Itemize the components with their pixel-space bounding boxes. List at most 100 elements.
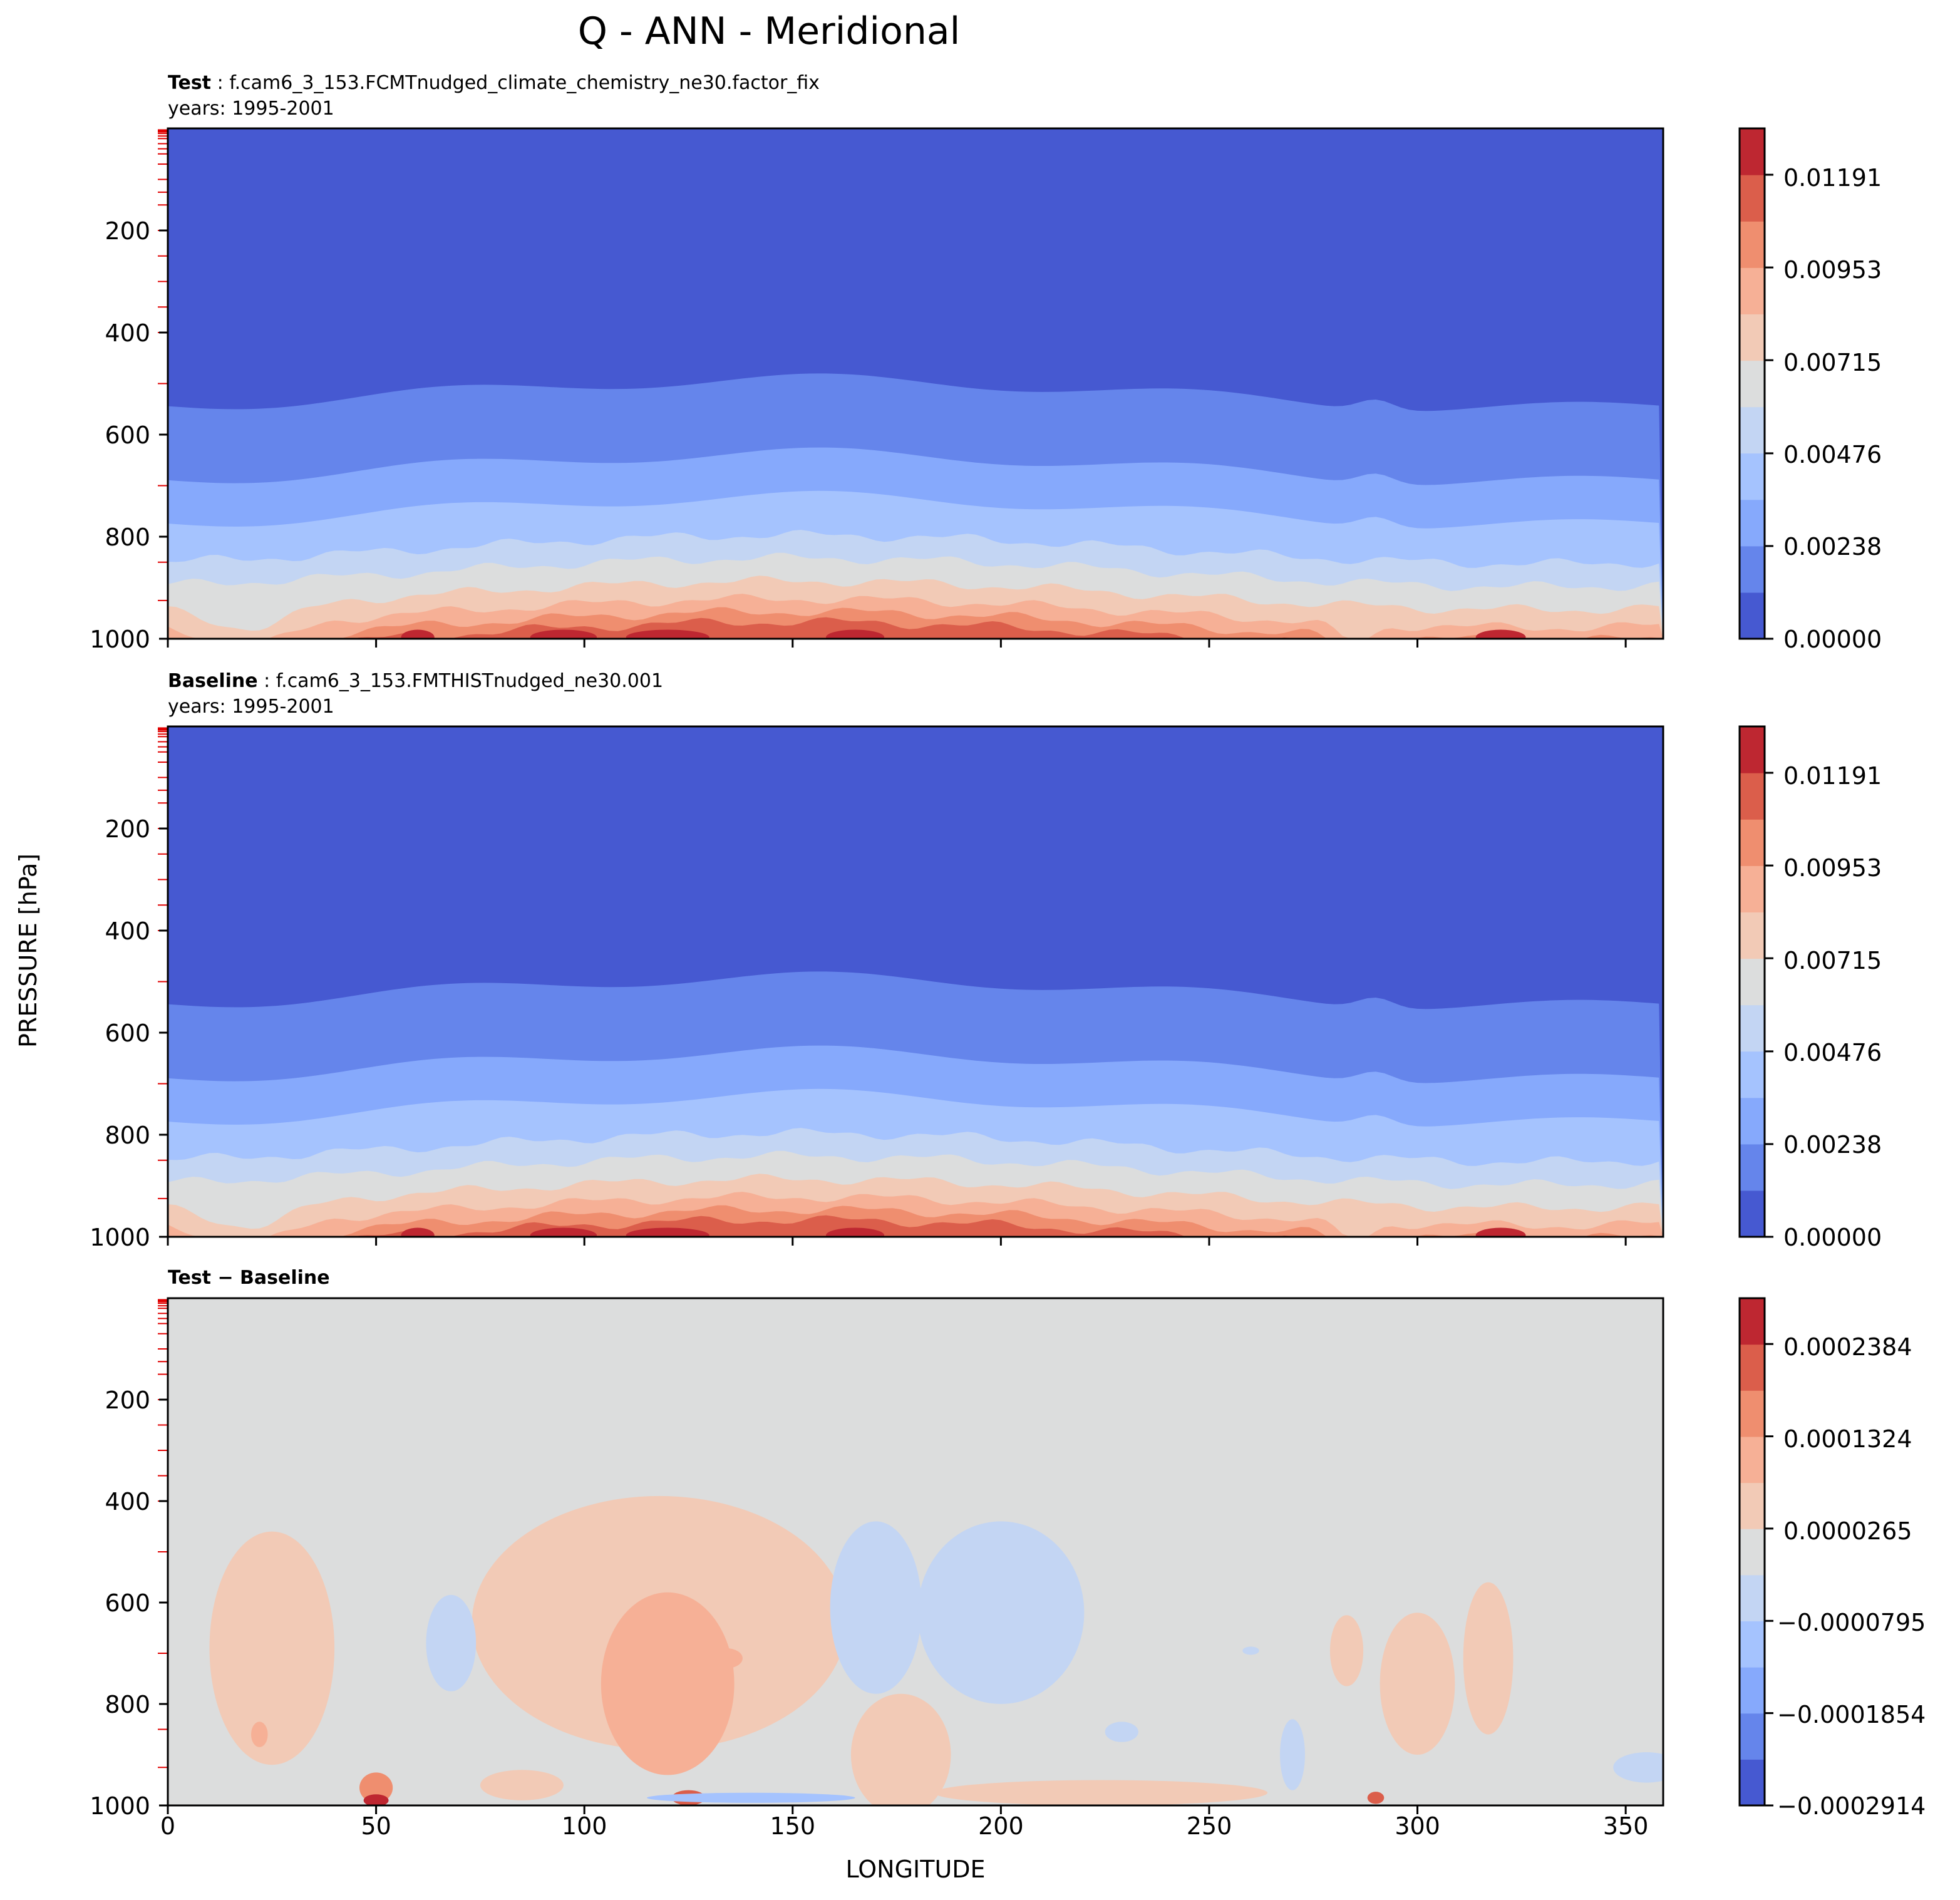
panel-baseline: Baseline : f.cam6_3_153.FMTHISTnudged_ne… bbox=[90, 670, 1882, 1251]
difference-colorbar-tick-label: 0.0000265 bbox=[1783, 1517, 1912, 1545]
x-tick-label: 100 bbox=[562, 1812, 607, 1840]
x-tick-label: 350 bbox=[1603, 1812, 1649, 1840]
colorbar-frame bbox=[1738, 1297, 1766, 1807]
baseline-y-tick-label: 200 bbox=[105, 815, 150, 843]
x-tick-label: 250 bbox=[1187, 1812, 1232, 1840]
colorbar-segment bbox=[1740, 1144, 1765, 1191]
anomaly-region-1 bbox=[251, 1722, 268, 1747]
contour-maximum-0 bbox=[530, 1227, 597, 1237]
test-colorbar-tick-label: 0.01191 bbox=[1783, 164, 1882, 192]
test-y-tick-label: 200 bbox=[105, 217, 150, 245]
baseline-colorbar-tick-label: 0.01191 bbox=[1783, 762, 1882, 790]
anomaly-region-21 bbox=[1367, 1792, 1385, 1804]
colorbar-segment bbox=[1740, 221, 1765, 268]
contour-maximum-2 bbox=[826, 629, 885, 639]
anomaly-region-7 bbox=[830, 1521, 922, 1694]
anomaly-region-9 bbox=[1242, 1646, 1259, 1655]
colorbar-segment bbox=[1740, 545, 1765, 593]
baseline-colorbar-tick-label: 0.00000 bbox=[1783, 1224, 1882, 1251]
test-y-ticks: 200 400 600 800 1000 bbox=[90, 217, 168, 653]
contour-maximum-3 bbox=[1475, 629, 1526, 639]
anomaly-region-3 bbox=[601, 1592, 735, 1775]
anomaly-region-12 bbox=[1380, 1613, 1455, 1755]
difference-colorbar-tick-label: 0.0001324 bbox=[1783, 1425, 1912, 1453]
figure-title: Q - ANN - Meridional bbox=[578, 9, 961, 53]
colorbar-segment bbox=[1740, 360, 1765, 408]
panel-test: Test : f.cam6_3_153.FCMTnudged_climate_c… bbox=[90, 72, 1882, 653]
anomaly-region-10 bbox=[1105, 1722, 1138, 1742]
colorbar-segment bbox=[1740, 499, 1765, 547]
test-colorbar-tick-label: 0.00476 bbox=[1783, 441, 1882, 468]
colorbar-segment bbox=[1740, 1051, 1765, 1098]
colorbar-segment bbox=[1740, 1621, 1765, 1668]
test-colorbar-tick-label: 0.00953 bbox=[1783, 256, 1882, 284]
colorbar-segment bbox=[1740, 773, 1765, 820]
test-years: years: 1995-2001 bbox=[168, 98, 334, 120]
baseline-y-tick-label: 400 bbox=[105, 917, 150, 945]
colorbar-segment bbox=[1740, 175, 1765, 222]
test-y-tick-label: 600 bbox=[105, 421, 150, 449]
x-tick-label: 200 bbox=[978, 1812, 1024, 1840]
baseline-contour-area bbox=[168, 726, 1663, 1237]
colorbar-segment bbox=[1740, 267, 1765, 314]
difference-colorbar-tick-label: −0.0001854 bbox=[1777, 1701, 1926, 1728]
anomaly-region-15 bbox=[1280, 1719, 1305, 1790]
baseline-y-tick-label: 600 bbox=[105, 1020, 150, 1047]
difference-x-ticks: 0 50 100 150 200 250 300 350 bbox=[160, 1805, 1649, 1840]
baseline-colorbar-tick-label: 0.00238 bbox=[1783, 1131, 1882, 1159]
anomaly-region-11 bbox=[1329, 1615, 1364, 1686]
anomaly-region-4 bbox=[709, 1648, 743, 1669]
colorbar-segment bbox=[1740, 1482, 1765, 1529]
test-y-tick-label: 800 bbox=[105, 524, 150, 551]
colorbar-frame bbox=[1738, 725, 1766, 1238]
baseline-years: years: 1995-2001 bbox=[168, 696, 334, 718]
test-colorbar-tick-label: 0.00238 bbox=[1783, 533, 1882, 560]
difference-colorbar-tick-label: −0.0002914 bbox=[1777, 1792, 1926, 1820]
contour-maximum-2 bbox=[826, 1227, 885, 1237]
anomaly-region-6 bbox=[426, 1594, 477, 1691]
test-plot-frame bbox=[167, 127, 1664, 640]
colorbar-segment bbox=[1740, 1529, 1765, 1576]
colorbar-segment bbox=[1740, 406, 1765, 454]
baseline-y-tick-label: 800 bbox=[105, 1122, 150, 1149]
colorbar-segment bbox=[1740, 1097, 1765, 1145]
test-panel-label: Test : f.cam6_3_153.FCMTnudged_climate_c… bbox=[168, 72, 820, 94]
difference-panel-label: Test − Baseline bbox=[168, 1267, 330, 1289]
difference-colorbar-tick-label: 0.0002384 bbox=[1783, 1333, 1912, 1361]
anomaly-region-17 bbox=[934, 1780, 1268, 1805]
colorbar-segment bbox=[1740, 1759, 1765, 1806]
colorbar-segment bbox=[1740, 865, 1765, 912]
colorbar-segment bbox=[1740, 912, 1765, 959]
anomaly-region-18 bbox=[359, 1772, 393, 1803]
difference-y-tick-label: 600 bbox=[105, 1589, 150, 1617]
baseline-label-bold: Baseline bbox=[168, 670, 258, 692]
colorbar-segment bbox=[1740, 314, 1765, 361]
colorbar-segment bbox=[1740, 592, 1765, 639]
baseline-label-case: : f.cam6_3_153.FMTHISTnudged_ne30.001 bbox=[258, 670, 663, 692]
contour-maximum-3 bbox=[1475, 1227, 1526, 1237]
colorbar-segment bbox=[1740, 1390, 1765, 1437]
colorbar-segment bbox=[1740, 819, 1765, 866]
difference-y-tick-label: 200 bbox=[105, 1386, 150, 1414]
colorbar-segment bbox=[1740, 1436, 1765, 1484]
contour-maximum-4 bbox=[401, 1227, 435, 1237]
colorbar-segment bbox=[1740, 1713, 1765, 1760]
test-colorbar-tick-label: 0.00000 bbox=[1783, 626, 1882, 653]
baseline-colorbar: 0.01191 0.00953 0.00715 0.00476 0.00238 … bbox=[1738, 725, 1882, 1251]
test-x-ticks bbox=[167, 639, 1627, 648]
anomaly-region-5 bbox=[547, 1534, 564, 1560]
anomaly-region-19 bbox=[363, 1794, 389, 1805]
contour-maximum-0 bbox=[530, 629, 597, 639]
baseline-x-ticks bbox=[167, 1237, 1627, 1246]
baseline-y-tick-label: 1000 bbox=[90, 1224, 150, 1251]
x-tick-label: 300 bbox=[1395, 1812, 1440, 1840]
colorbar-frame bbox=[1738, 127, 1766, 640]
contour-maximum-1 bbox=[626, 629, 709, 639]
test-colorbar: 0.01191 0.00953 0.00715 0.00476 0.00238 … bbox=[1738, 127, 1882, 653]
x-axis-label: LONGITUDE bbox=[845, 1856, 985, 1883]
test-colorbar-tick-label: 0.00715 bbox=[1783, 349, 1882, 376]
contour-fill bbox=[168, 1298, 1663, 1805]
difference-colorbar: 0.0002384 0.0001324 0.0000265 −0.0000795… bbox=[1738, 1297, 1926, 1820]
colorbar-segment bbox=[1740, 1667, 1765, 1714]
colorbar-segment bbox=[1740, 128, 1765, 175]
